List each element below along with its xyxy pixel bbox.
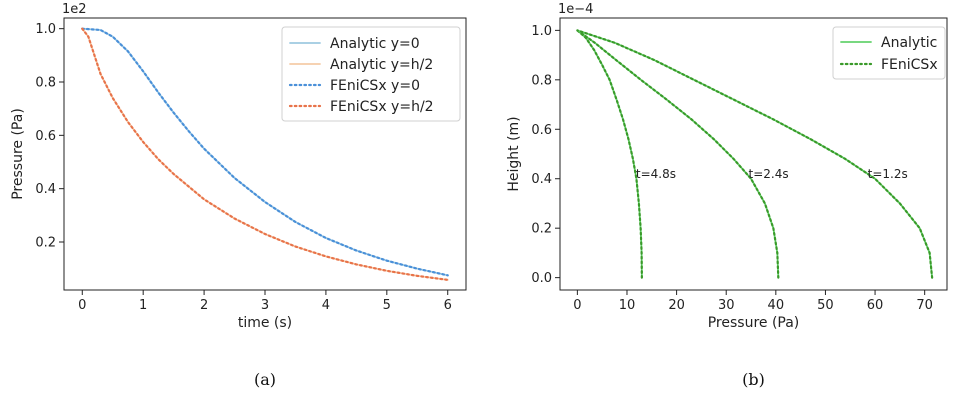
axis-offset-text: 1e−4: [558, 2, 593, 17]
fenicsx-line: [576, 29, 780, 279]
y-tick-label: 0.2: [531, 222, 552, 237]
x-tick-label: 0: [573, 298, 581, 313]
legend: Analytic y=0 Analytic y=h/2 FEniCSx y=0 FEn…: [281, 26, 461, 122]
x-tick-label: 40: [768, 298, 785, 313]
y-tick-label: 0.6: [35, 129, 56, 144]
legend-entry: FEniCSx: [881, 57, 938, 73]
y-tick-label: 0.4: [531, 172, 552, 187]
x-tick-label: 0: [78, 298, 86, 313]
y-axis-label: Pressure (Pa): [10, 108, 26, 200]
x-tick-label: 70: [916, 298, 933, 313]
x-tick-label: 3: [261, 298, 269, 313]
x-tick-label: 20: [668, 298, 685, 313]
legend-entry: Analytic: [881, 35, 937, 51]
y-tick-label: 0.8: [35, 76, 56, 91]
panel-caption: (a): [254, 370, 276, 389]
x-tick-label: 10: [619, 298, 636, 313]
y-tick-label: 0.0: [531, 271, 552, 286]
x-tick-label: 1: [139, 298, 147, 313]
y-tick-label: 0.4: [35, 182, 56, 197]
legend-box: [832, 26, 946, 80]
legend-entry: FEniCSx y=h/2: [330, 99, 434, 115]
legend: Analytic FEniCSx: [832, 26, 946, 80]
x-tick-label: 60: [867, 298, 884, 313]
x-axis-label: time (s): [238, 315, 292, 331]
curve-annotation: t=2.4s: [749, 167, 789, 181]
x-tick-label: 4: [322, 298, 330, 313]
legend-entry: Analytic y=h/2: [330, 57, 433, 73]
panel-caption: (b): [742, 370, 765, 389]
y-tick-label: 0.2: [35, 236, 56, 251]
x-tick-label: 30: [718, 298, 735, 313]
x-axis-label: Pressure (Pa): [708, 315, 800, 331]
x-tick-label: 6: [444, 298, 452, 313]
chart-a: 0 1 2 3 4 5 6 0.2 0.4 0.6 0.8 1.0 time (s) Pressure (…: [10, 2, 467, 389]
curve-annotation: t=4.8s: [636, 167, 676, 181]
y-axis-label: Height (m): [506, 116, 522, 191]
analytic-line: [576, 29, 780, 279]
series-line: [81, 27, 449, 277]
y-tick-label: 0.8: [531, 73, 552, 88]
x-tick-label: 50: [817, 298, 834, 313]
fenicsx-line: [576, 29, 643, 279]
y-tick-label: 1.0: [531, 24, 552, 39]
series-line: [81, 27, 449, 281]
legend-box: [281, 26, 461, 122]
x-tick-label: 2: [200, 298, 208, 313]
y-tick-label: 0.6: [531, 123, 552, 138]
axis-offset-text: 1e2: [62, 2, 87, 17]
axes-frame: [559, 17, 948, 291]
curve-annotation: t=1.2s: [868, 167, 908, 181]
chart-b: 0 10 20 30 40 50 60 70 0.0 0.2 0.4 0.6 0.8 1.0 Pressur…: [506, 2, 948, 389]
fenicsx-line: [576, 29, 934, 279]
x-tick-label: 5: [383, 298, 391, 313]
y-tick-label: 1.0: [35, 22, 56, 37]
legend-entry: Analytic y=0: [330, 36, 420, 52]
legend-entry: FEniCSx y=0: [330, 78, 420, 94]
